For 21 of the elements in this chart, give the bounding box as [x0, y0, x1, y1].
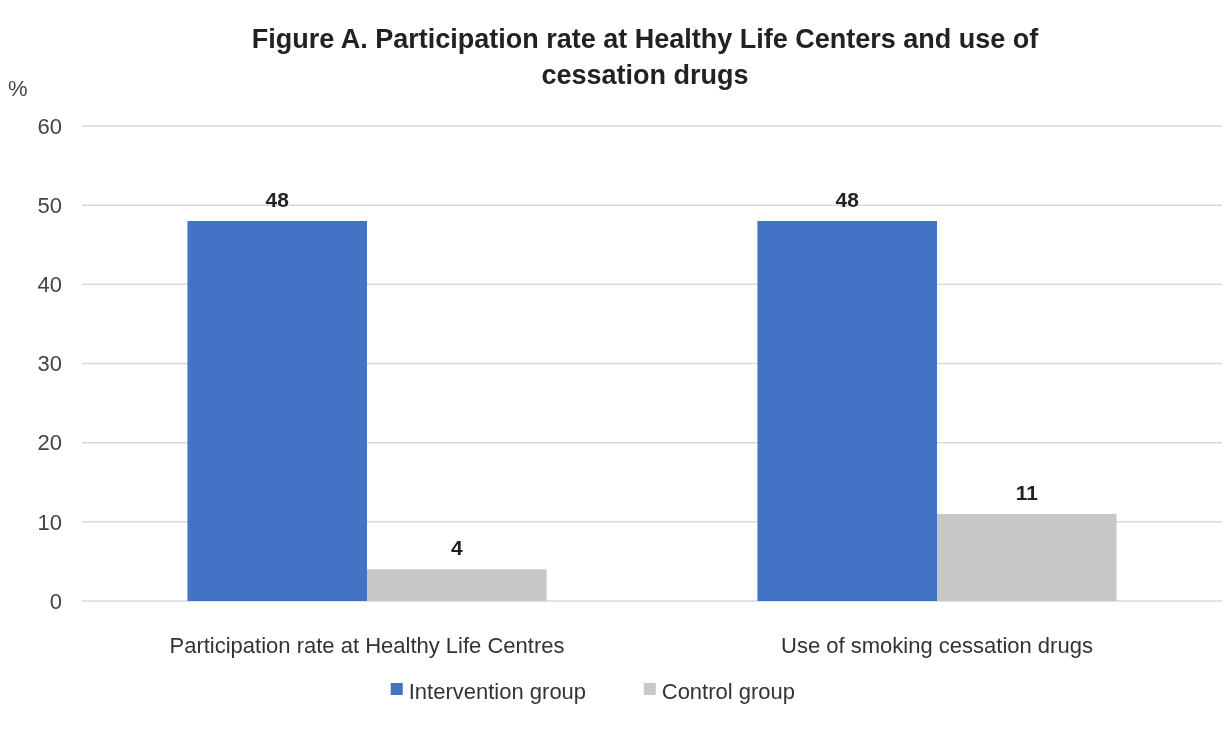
- legend-label: Control group: [661, 678, 796, 704]
- y-tick-label: 50: [37, 192, 62, 218]
- y-tick-label: 40: [37, 272, 62, 298]
- y-axis-title: %: [8, 76, 28, 101]
- data-label: 48: [265, 188, 290, 211]
- data-label: 11: [1015, 480, 1039, 504]
- y-tick-label: 0: [49, 588, 62, 614]
- bar: [937, 513, 1117, 601]
- y-tick-label: 20: [37, 430, 62, 456]
- bar: [757, 221, 937, 601]
- bar: [187, 221, 367, 601]
- data-label: 48: [835, 188, 860, 211]
- x-tick-label: Participation rate at Healthy Life Centres: [169, 633, 565, 658]
- y-tick-label: 30: [37, 351, 62, 377]
- bar: [367, 569, 547, 601]
- legend-label: Intervention group: [408, 678, 587, 704]
- y-tick-label: 10: [37, 509, 62, 535]
- y-tick-label: 60: [37, 113, 62, 139]
- x-tick-label: Use of smoking cessation drugs: [781, 633, 1093, 658]
- data-label: 4: [450, 536, 463, 560]
- chart-title: Figure A. Participation rate at Healthy Life Centers and use of cessation drugs: [251, 24, 1040, 90]
